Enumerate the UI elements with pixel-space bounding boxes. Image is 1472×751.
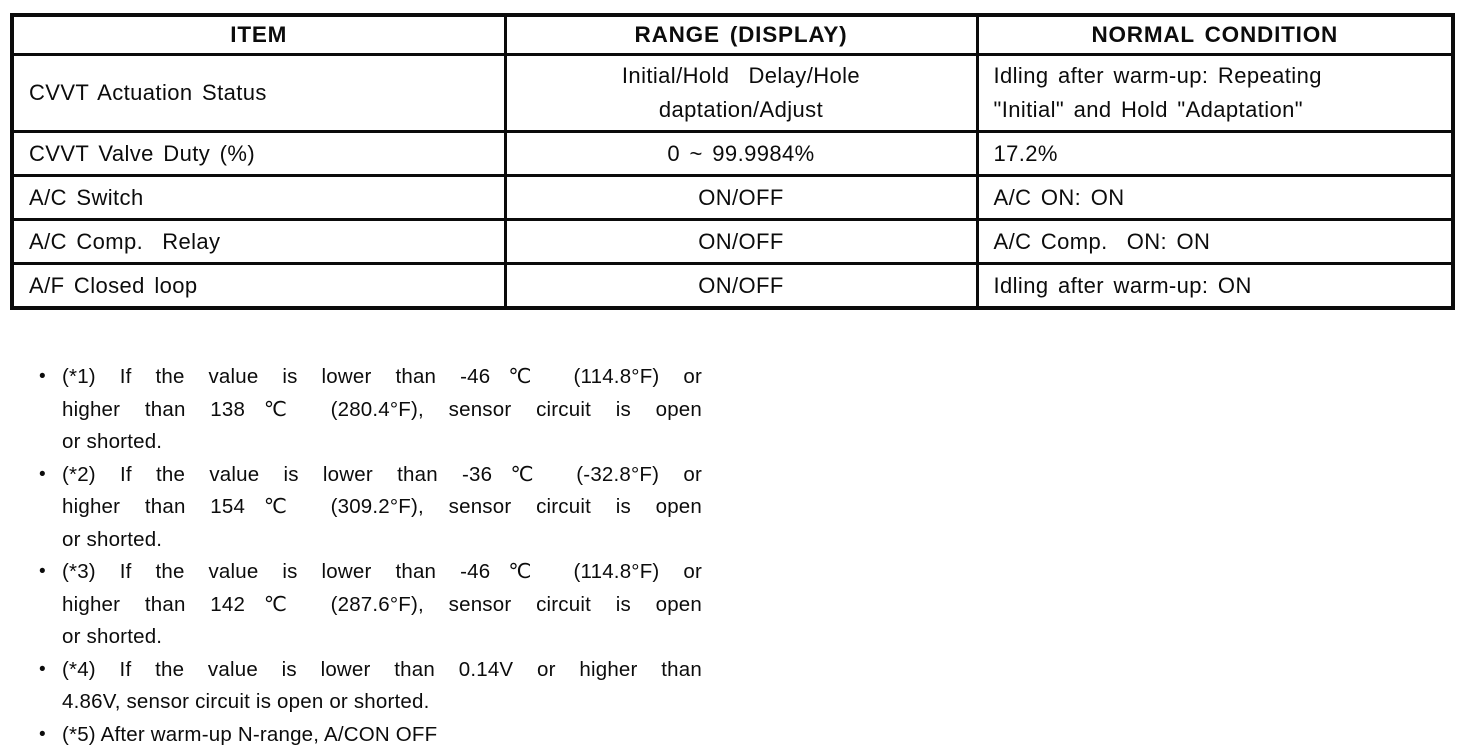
footnote: • (*5) After warm-up N-range, A/CON OFF [38,719,702,751]
cell-range: Initial/Hold Delay/Hole daptation/Adjust [505,55,977,132]
footnote: • (*3) If the value is lower than -46℃ (… [38,556,702,654]
bullet-icon: • [39,654,46,687]
table-row: A/C Comp. Relay ON/OFF A/C Comp. ON: ON [12,220,1453,264]
cell-item: A/C Switch [12,176,505,220]
bullet-icon: • [39,459,46,492]
cell-range: ON/OFF [505,220,977,264]
footnote-line: higher than 138℃ (280.4°F), sensor circu… [62,394,702,427]
bullet-icon: • [39,719,46,751]
cell-normal-condition: Idling after warm-up: ON [977,264,1453,309]
footnote-line: higher than 154℃ (309.2°F), sensor circu… [62,491,702,524]
cell-normal-condition: A/C Comp. ON: ON [977,220,1453,264]
footnote-line: (*2) If the value is lower than -36℃ (-3… [62,459,702,492]
table-row: A/C Switch ON/OFF A/C ON: ON [12,176,1453,220]
footnote-line: (*4) If the value is lower than 0.14V or… [62,654,702,687]
column-header-range: RANGE (DISPLAY) [505,15,977,55]
diagnostic-spec-table: ITEM RANGE (DISPLAY) NORMAL CONDITION CV… [10,13,1455,310]
footnote: • (*4) If the value is lower than 0.14V … [38,654,702,719]
cell-item: CVVT Valve Duty (%) [12,132,505,176]
footnotes-list: • (*1) If the value is lower than -46℃ (… [38,361,702,751]
cell-range: ON/OFF [505,176,977,220]
table-row: CVVT Actuation Status Initial/Hold Delay… [12,55,1453,132]
cell-normal-condition: Idling after warm-up: Repeating "Initial… [977,55,1453,132]
column-header-normal-condition: NORMAL CONDITION [977,15,1453,55]
bullet-icon: • [39,556,46,589]
cell-range: 0 ~ 99.9984% [505,132,977,176]
cell-normal-condition: 17.2% [977,132,1453,176]
footnote-line: (*3) If the value is lower than -46℃ (11… [62,556,702,589]
footnote: • (*1) If the value is lower than -46℃ (… [38,361,702,459]
footnote-line: or shorted. [62,426,702,459]
cell-range: ON/OFF [505,264,977,309]
table-row: CVVT Valve Duty (%) 0 ~ 99.9984% 17.2% [12,132,1453,176]
footnote-line: higher than 142℃ (287.6°F), sensor circu… [62,589,702,622]
column-header-item: ITEM [12,15,505,55]
cell-normal-condition: A/C ON: ON [977,176,1453,220]
footnote: • (*2) If the value is lower than -36℃ (… [38,459,702,557]
table-header-row: ITEM RANGE (DISPLAY) NORMAL CONDITION [12,15,1453,55]
bullet-icon: • [39,361,46,394]
cell-item: A/C Comp. Relay [12,220,505,264]
table-row: A/F Closed loop ON/OFF Idling after warm… [12,264,1453,309]
footnote-line: or shorted. [62,621,702,654]
footnote-line: (*5) After warm-up N-range, A/CON OFF [62,719,702,751]
cell-item: CVVT Actuation Status [12,55,505,132]
footnote-line: (*1) If the value is lower than -46℃ (11… [62,361,702,394]
footnote-line: 4.86V, sensor circuit is open or shorted… [62,686,702,719]
footnote-line: or shorted. [62,524,702,557]
cell-item: A/F Closed loop [12,264,505,309]
